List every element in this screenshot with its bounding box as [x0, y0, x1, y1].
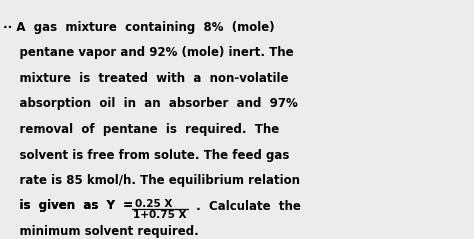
Text: 0.25 X: 0.25 X [136, 199, 173, 209]
Text: solvent is free from solute. The feed gas: solvent is free from solute. The feed ga… [3, 148, 289, 162]
Text: minimum solvent required.: minimum solvent required. [3, 225, 199, 238]
Text: absorption  oil  in  an  absorber  and  97%: absorption oil in an absorber and 97% [3, 98, 298, 110]
Text: pentane vapor and 92% (mole) inert. The: pentane vapor and 92% (mole) inert. The [3, 47, 293, 60]
Text: mixture  is  treated  with  a  non-volatile: mixture is treated with a non-volatile [3, 72, 289, 85]
Text: rate is 85 kmol/h. The equilibrium relation: rate is 85 kmol/h. The equilibrium relat… [3, 174, 300, 187]
Text: .  Calculate  the: . Calculate the [192, 200, 301, 212]
Text: is  given  as  Y  =: is given as Y = [3, 200, 133, 212]
Text: 1+0.75 X: 1+0.75 X [133, 210, 187, 220]
Text: removal  of  pentane  is  required.  The: removal of pentane is required. The [3, 123, 279, 136]
Text: ·· A  gas  mixture  containing  8%  (mole): ·· A gas mixture containing 8% (mole) [3, 21, 274, 34]
Text: is  given  as  Y  =: is given as Y = [3, 200, 133, 212]
